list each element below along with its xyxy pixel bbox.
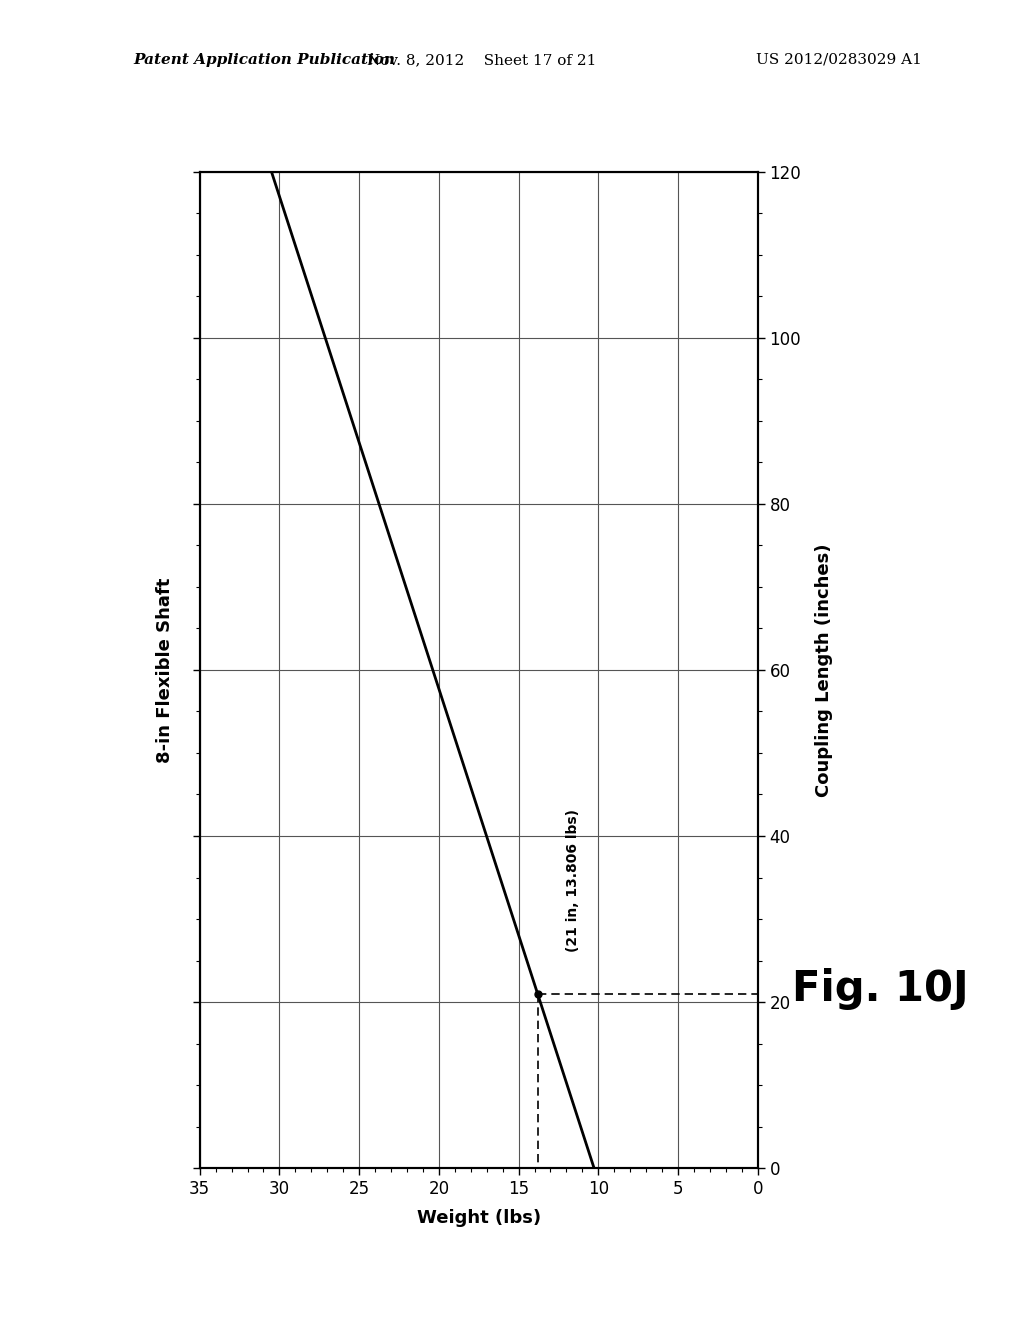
X-axis label: Weight (lbs): Weight (lbs) bbox=[417, 1209, 541, 1228]
Y-axis label: 8-in Flexible Shaft: 8-in Flexible Shaft bbox=[156, 577, 174, 763]
Text: Nov. 8, 2012    Sheet 17 of 21: Nov. 8, 2012 Sheet 17 of 21 bbox=[367, 53, 596, 67]
Text: Fig. 10J: Fig. 10J bbox=[793, 968, 969, 1010]
Text: (21 in, 13.806 lbs): (21 in, 13.806 lbs) bbox=[566, 809, 581, 952]
Y-axis label: Coupling Length (inches): Coupling Length (inches) bbox=[815, 543, 834, 797]
Text: Patent Application Publication: Patent Application Publication bbox=[133, 53, 395, 67]
Text: US 2012/0283029 A1: US 2012/0283029 A1 bbox=[756, 53, 922, 67]
